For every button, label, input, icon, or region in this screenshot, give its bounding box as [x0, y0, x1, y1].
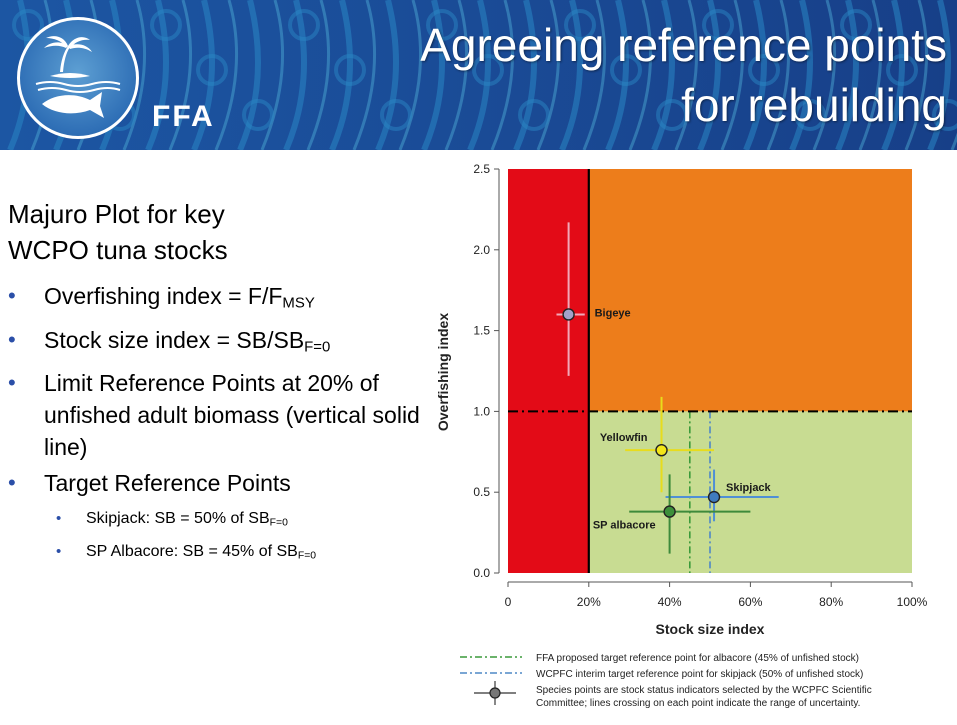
legend-entry-0: FFA proposed target reference point for … [460, 653, 859, 664]
legend-entry-1: WCPFC interim target reference point for… [460, 669, 863, 680]
tuna-fish-icon [42, 92, 104, 118]
sub-bullet-sp-albacore: SP Albacore: SB = 45% of SBF=0 [44, 538, 428, 571]
point-marker [707, 490, 721, 504]
left-text-panel: Majuro Plot for key WCPO tuna stocks Ove… [8, 196, 428, 575]
bullet-list: Overfishing index = F/FMSY Stock size in… [8, 280, 428, 571]
legend-entry-2: Species points are stock status indicato… [474, 681, 872, 709]
point-label: Skipjack [726, 482, 772, 494]
legend-text-line-2: Committee; lines crossing on each point … [536, 698, 860, 709]
subtitle-line-1: Majuro Plot for key [8, 199, 225, 229]
x-tick-label: 100% [897, 595, 928, 609]
sub-bullet-skipjack: Skipjack: SB = 50% of SBF=0 [44, 505, 428, 538]
ffa-logo-text: FFA [152, 100, 215, 133]
slide-title-line-2: for rebuilding [681, 79, 947, 131]
x-tick-label: 0 [505, 595, 512, 609]
y-axis-label: Overfishing index [435, 313, 451, 431]
x-tick-label: 80% [819, 595, 843, 609]
species-point-skipjack: Skipjack [665, 469, 779, 522]
species-point-sp-albacore: SP albacore [593, 474, 751, 554]
majuro-plot-chart: Bigeye Yellowfin Skipjack SP albacore 0 20% 4… [435, 162, 928, 709]
zone-green [588, 411, 912, 573]
x-tick-label: 40% [658, 595, 682, 609]
point-label: Bigeye [595, 307, 631, 319]
slide-title-line-1: Agreeing reference points [420, 19, 947, 71]
bullet-limit-reference-points: Limit Reference Points at 20% of unfishe… [8, 367, 428, 463]
point-label: SP albacore [593, 520, 656, 532]
x-tick-label: 60% [738, 595, 762, 609]
legend-text: FFA proposed target reference point for … [536, 653, 859, 664]
zone-orange [588, 169, 912, 412]
y-tick-label: 2.0 [473, 243, 490, 257]
point-marker [562, 308, 575, 321]
y-tick-label: 1.5 [473, 324, 490, 338]
legend-text: WCPFC interim target reference point for… [536, 669, 863, 680]
header-tribal-pattern [0, 0, 957, 150]
zone-red [508, 169, 589, 573]
slide-header: FFA Agreeing reference points for rebuil… [0, 0, 957, 150]
species-point-yellowfin: Yellowfin [600, 396, 715, 493]
legend-text: Species points are stock status indicato… [536, 685, 872, 696]
subtitle-line-2: WCPO tuna stocks [8, 235, 228, 265]
y-tick-label: 1.0 [473, 404, 490, 418]
y-tick-label: 0.5 [473, 485, 490, 499]
point-label: Yellowfin [600, 432, 648, 444]
bullet-target-reference-points: Target Reference Points Skipjack: SB = 5… [8, 467, 428, 570]
bullet-stock-size-index: Stock size index = SB/SBF=0 [8, 324, 428, 364]
palm-tree-icon [44, 36, 92, 78]
ffa-logo-icon [17, 17, 139, 139]
point-marker [655, 443, 668, 457]
species-point-bigeye: Bigeye [556, 222, 631, 376]
legend-point-swatch [489, 687, 501, 699]
point-marker [663, 505, 676, 518]
y-tick-label: 2.5 [473, 162, 490, 176]
y-tick-label: 0.0 [473, 566, 490, 580]
x-tick-label: 20% [577, 595, 601, 609]
bullet-overfishing-index: Overfishing index = F/FMSY [8, 280, 428, 320]
sub-bullet-list: Skipjack: SB = 50% of SBF=0 SP Albacore:… [44, 505, 428, 570]
x-axis-label: Stock size index [656, 621, 765, 637]
